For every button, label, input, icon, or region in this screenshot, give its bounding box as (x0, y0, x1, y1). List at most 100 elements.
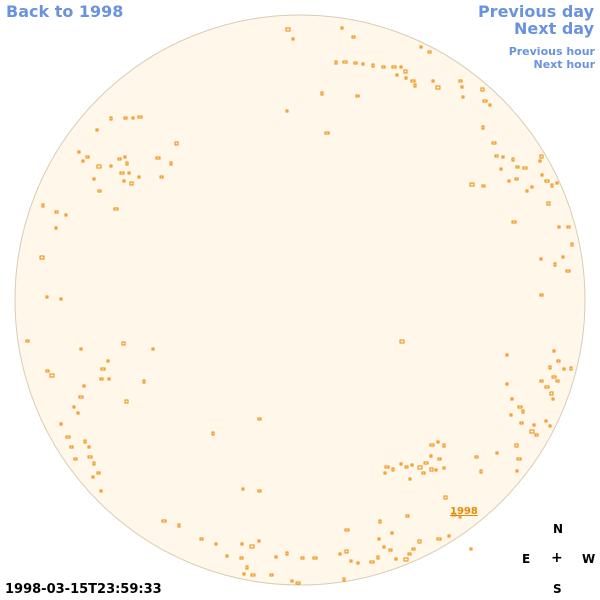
feature-mark (64, 213, 68, 217)
feature-mark (551, 397, 555, 401)
feature-mark (119, 171, 125, 175)
region-label[interactable]: 1998 (450, 506, 478, 517)
feature-mark (124, 399, 129, 404)
feature-mark (555, 181, 559, 185)
feature-mark (99, 377, 104, 381)
feature-mark (544, 419, 548, 423)
feature-mark (514, 177, 519, 181)
feature-mark (123, 116, 128, 120)
feature-mark (79, 347, 83, 351)
feature-mark (99, 489, 103, 493)
feature-mark (91, 475, 95, 479)
feature-mark (340, 26, 344, 30)
feature-mark (72, 405, 76, 409)
feature-mark (371, 63, 375, 68)
feature-mark (155, 156, 161, 160)
feature-mark (408, 477, 412, 481)
feature-mark (137, 115, 143, 119)
feature-mark (429, 454, 433, 458)
region-link[interactable]: 1998 (450, 506, 478, 517)
feature-mark (334, 60, 338, 65)
feature-mark (437, 457, 442, 461)
feature-mark (479, 469, 483, 474)
feature-mark (257, 539, 261, 543)
feature-mark (501, 155, 505, 159)
feature-mark (514, 443, 519, 448)
feature-mark (539, 293, 544, 297)
feature-mark (41, 203, 45, 208)
feature-mark (274, 555, 278, 559)
feature-mark (169, 161, 173, 166)
compass-center: + (551, 550, 563, 566)
feature-mark (96, 471, 101, 475)
feature-mark (161, 519, 167, 523)
solar-disk (14, 14, 586, 586)
feature-mark (517, 405, 523, 409)
feature-mark (555, 379, 560, 383)
feature-mark (295, 581, 301, 585)
next-hour-link[interactable]: Next hour (533, 58, 596, 71)
feature-mark (78, 395, 84, 399)
feature-mark (390, 531, 394, 535)
feature-mark (242, 572, 246, 576)
compass-south: S (553, 582, 562, 596)
feature-mark (442, 466, 446, 470)
feature-mark (97, 189, 102, 193)
feature-mark (557, 225, 561, 229)
feature-mark (285, 551, 289, 556)
feature-mark (394, 557, 398, 561)
feature-mark (123, 155, 127, 159)
feature-mark (344, 528, 350, 532)
previous-hour-link[interactable]: Previous hour (508, 45, 595, 58)
feature-mark (25, 339, 30, 343)
feature-mark (349, 559, 353, 563)
feature-mark (436, 537, 442, 541)
feature-mark (199, 537, 204, 541)
feature-mark (383, 471, 387, 475)
feature-mark (565, 269, 571, 273)
feature-mark (54, 226, 58, 230)
next-day-link[interactable]: Next day (514, 19, 594, 38)
feature-mark (381, 65, 386, 69)
feature-mark (474, 455, 479, 459)
feature-mark (436, 440, 440, 444)
feature-mark (285, 27, 291, 32)
feature-mark (214, 542, 218, 546)
feature-mark (515, 165, 520, 169)
back-to-year-link[interactable]: Back to 1998 (6, 2, 124, 21)
previous-day-link[interactable]: Previous day (477, 2, 594, 21)
feature-mark (399, 462, 403, 466)
feature-mark (151, 347, 155, 351)
feature-mark (562, 367, 566, 371)
feature-mark (106, 359, 110, 363)
feature-mark (369, 560, 375, 564)
feature-mark (45, 295, 49, 299)
feature-mark (399, 65, 403, 69)
feature-mark (460, 85, 464, 89)
feature-mark (285, 109, 289, 113)
feature-mark (122, 179, 126, 183)
feature-mark (113, 207, 119, 211)
feature-mark (107, 377, 111, 381)
feature-mark (404, 465, 409, 469)
feature-mark (539, 154, 544, 159)
feature-mark (469, 182, 475, 187)
feature-mark (257, 489, 262, 493)
feature-mark (82, 384, 86, 388)
feature-mark (250, 573, 256, 577)
feature-mark (417, 465, 423, 470)
feature-mark (510, 397, 514, 401)
feature-mark (125, 161, 129, 166)
feature-mark (54, 210, 59, 214)
feature-mark (142, 379, 146, 384)
feature-mark (65, 435, 71, 439)
feature-mark (532, 423, 536, 427)
feature-mark (534, 433, 539, 437)
feature-mark (569, 366, 573, 371)
feature-mark (451, 513, 457, 517)
feature-mark (442, 443, 446, 448)
feature-mark (109, 116, 113, 121)
feature-mark (403, 69, 408, 74)
feature-mark (447, 534, 451, 538)
feature-mark (421, 471, 426, 475)
